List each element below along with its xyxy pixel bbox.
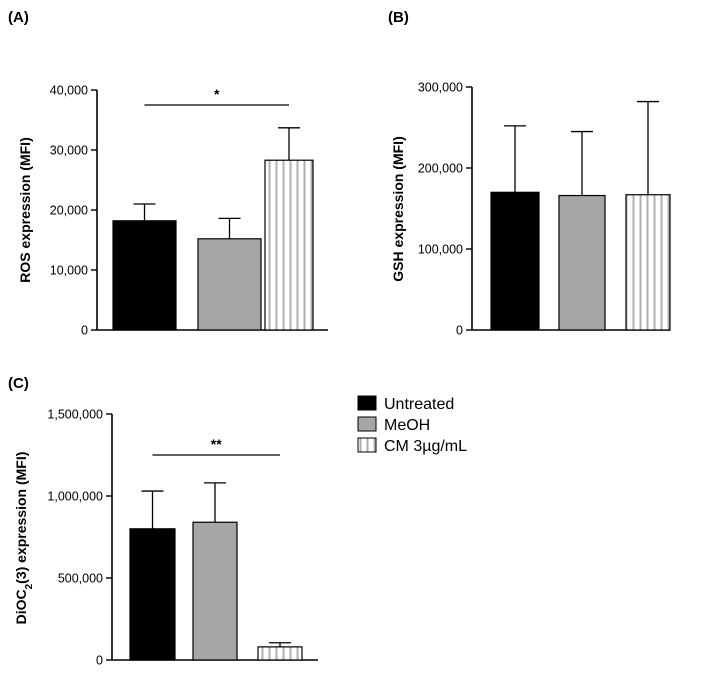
panel-a-y-tick-label: 10,000 xyxy=(50,264,88,278)
panel-c-bar-cm xyxy=(257,646,303,661)
panel-c-significance-label: ** xyxy=(211,436,222,452)
panel-a-bar-cm xyxy=(264,159,314,331)
panel-b-y-tick-label: 300,000 xyxy=(418,81,463,95)
panel-a: (A) ROS expression (MFI) 0 10,000 20,000 30… xyxy=(8,9,328,338)
panel-c-y-tick-label: 0 xyxy=(96,654,103,668)
panel-a-y-axis-label: ROS expression (MFI) xyxy=(17,137,33,282)
panel-c-bar-meoh xyxy=(192,521,238,661)
legend-label-cm: CM 3µg/mL xyxy=(384,438,467,455)
panel-a-bar-untreated xyxy=(112,220,177,331)
panel-b: (B) GSH expression (MFI) 0 100,000 200,000… xyxy=(388,9,671,338)
panel-c-bar-untreated xyxy=(129,528,176,661)
panel-c-label: (C) xyxy=(8,375,29,392)
panel-c-y-axis-label-main: DiOC xyxy=(13,589,29,624)
panel-b-bar-cm xyxy=(625,194,671,331)
panel-b-plot: 0 100,000 200,000 300,000 xyxy=(418,81,671,338)
panel-c-y-axis-label: DiOC2(3) expression (MFI) xyxy=(13,452,35,625)
panel-b-y-tick-label: 0 xyxy=(456,324,463,338)
panel-a-significance-label: * xyxy=(214,86,220,102)
panel-b-bar-meoh xyxy=(558,194,606,331)
panel-c: (C) DiOC2(3) expression (MFI) 0 500,000 1,… xyxy=(8,375,318,668)
panel-c-y-tick-label: 500,000 xyxy=(58,572,103,586)
panel-a-y-tick-label: 20,000 xyxy=(50,204,88,218)
legend-swatch-meoh xyxy=(357,416,377,432)
panel-a-y-tick-label: 40,000 xyxy=(50,84,88,98)
panel-b-y-tick-label: 200,000 xyxy=(418,162,463,176)
panel-c-y-tick-label: 1,500,000 xyxy=(47,408,103,422)
legend-label-meoh: MeOH xyxy=(384,417,430,434)
legend-swatch-cm xyxy=(357,437,377,453)
panel-c-y-axis-label-sub: 2 xyxy=(24,583,35,589)
panel-a-plot: 0 10,000 20,000 30,000 40,000 * xyxy=(50,84,328,338)
panel-b-y-tick-label: 100,000 xyxy=(418,243,463,257)
panel-c-y-axis-label-rest: (3) expression (MFI) xyxy=(13,452,29,584)
panel-a-label: (A) xyxy=(8,9,29,26)
legend-label-untreated: Untreated xyxy=(384,396,454,413)
panel-a-y-tick-label: 0 xyxy=(81,324,88,338)
panel-c-plot: 0 500,000 1,000,000 1,500,000 ** xyxy=(47,408,318,668)
panel-c-y-tick-label: 1,000,000 xyxy=(47,490,103,504)
panel-b-y-axis-label: GSH expression (MFI) xyxy=(390,136,406,281)
panel-a-bar-meoh xyxy=(197,238,262,331)
panel-b-label: (B) xyxy=(388,9,409,26)
legend: Untreated MeOH CM 3µg/mL xyxy=(357,395,467,455)
panel-b-bar-untreated xyxy=(490,191,540,331)
panel-a-y-tick-label: 30,000 xyxy=(50,144,88,158)
legend-swatch-untreated xyxy=(357,395,377,411)
